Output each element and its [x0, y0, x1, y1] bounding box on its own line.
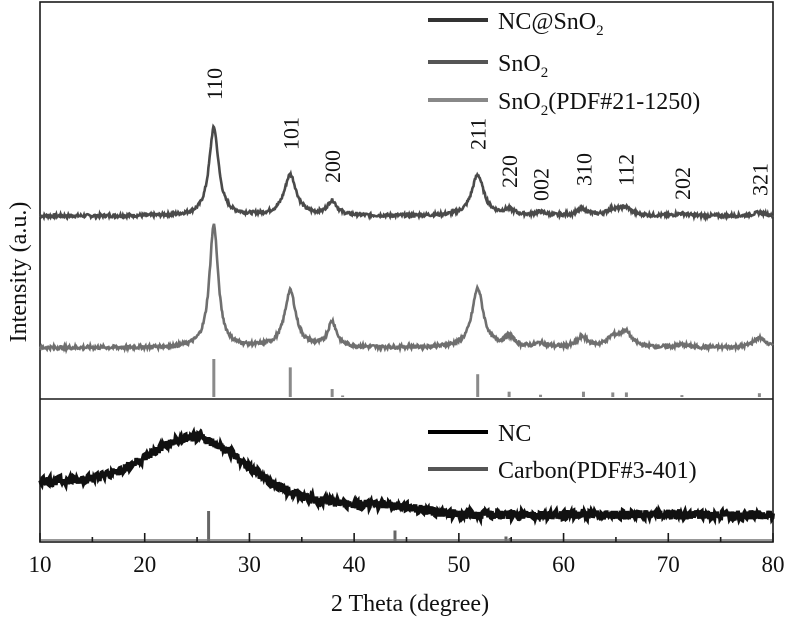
- y-axis-label: Intensity (a.u.): [6, 202, 32, 343]
- series-line-sno2: [39, 223, 774, 355]
- x-axis-label: 2 Theta (degree): [331, 591, 489, 617]
- top-legend: NC@SnO2 SnO2 SnO2(PDF#21-1250): [428, 9, 700, 119]
- x-axis: 10 20 30 40 50 60 70 80: [29, 533, 785, 577]
- top-panel-reference-lines: [212, 359, 761, 397]
- x-tick-label-50: 50: [447, 552, 470, 577]
- x-tick-label-70: 70: [657, 552, 680, 577]
- top-panel-series: [39, 123, 774, 355]
- x-tick-label-20: 20: [133, 552, 156, 577]
- peak-label-200: 200: [320, 150, 345, 183]
- x-tick-label-10: 10: [29, 552, 52, 577]
- legend-label-sno2: SnO2: [498, 51, 548, 81]
- legend-label-nc-sno2: NC@SnO2: [498, 9, 604, 39]
- legend-label-sno2-pdf: SnO2(PDF#21-1250): [498, 89, 700, 119]
- x-tick-label-80: 80: [762, 552, 785, 577]
- bottom-panel-series: [38, 426, 775, 527]
- peak-label-220: 220: [497, 155, 522, 188]
- legend-label-carbon: Carbon(PDF#3-401): [498, 458, 697, 484]
- peak-label-110: 110: [202, 68, 227, 100]
- series-line-nc-sno2: [39, 123, 774, 223]
- x-tick-label-60: 60: [552, 552, 575, 577]
- legend-label-nc: NC: [498, 421, 531, 447]
- peak-label-321: 321: [747, 163, 772, 196]
- x-tick-label-30: 30: [238, 552, 261, 577]
- peak-label-211: 211: [466, 118, 491, 150]
- peak-label-101: 101: [278, 117, 303, 150]
- peak-label-310: 310: [572, 153, 597, 186]
- peak-label-112: 112: [613, 154, 638, 186]
- bottom-legend: NC Carbon(PDF#3-401): [428, 421, 697, 484]
- series-line-nc: [38, 426, 775, 527]
- x-tick-label-40: 40: [343, 552, 366, 577]
- peak-label-202: 202: [670, 167, 695, 200]
- peak-label-002: 002: [529, 168, 554, 201]
